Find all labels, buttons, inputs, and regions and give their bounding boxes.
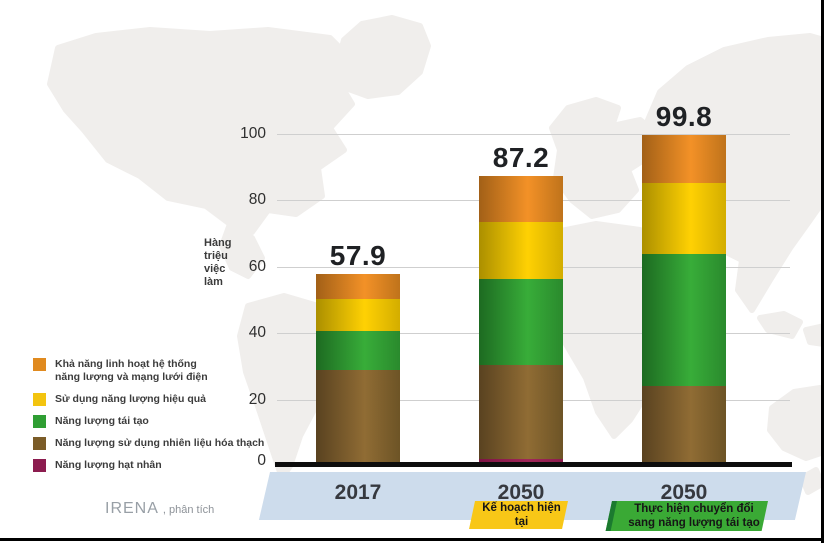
- bar-segment-flexibility: [316, 273, 400, 299]
- x-category-label-2: 2050: [660, 481, 708, 504]
- bar-segment-flexibility: [479, 176, 563, 222]
- legend-label-flexibility: Khả năng linh hoạt hệ thống năng lượng v…: [55, 358, 208, 383]
- x-category-label-1: 2050: [497, 481, 545, 504]
- map-central-america: [219, 221, 265, 279]
- legend-item: Năng lượng hạt nhân: [33, 459, 264, 472]
- stacked-bar-2017-0: [316, 273, 400, 466]
- legend-label-fossil: Năng lượng sử dụng nhiên liệu hóa thạch: [55, 437, 265, 449]
- bar-total-label: 57.9: [329, 239, 387, 271]
- bar-segment-fossil: [642, 385, 726, 466]
- source-credit: IRENA , phân tích: [105, 500, 214, 518]
- bar-total-label: 87.2: [492, 142, 550, 174]
- legend-label-renewables: Năng lượng tái tạo: [55, 415, 149, 427]
- source-credit-suffix: , phân tích: [162, 504, 215, 516]
- legend-item: Năng lượng sử dụng nhiên liệu hóa thạch: [33, 437, 264, 450]
- frame-border-right: [821, 0, 824, 543]
- scenario-badge-current-plans-label: Kế hoạch hiện tại: [482, 502, 561, 528]
- source-credit-irena: IRENA: [105, 500, 159, 517]
- legend-label-efficiency: Sử dụng năng lượng hiệu quả: [55, 393, 206, 405]
- gridline-100: [277, 134, 790, 135]
- y-tick-0: 0: [257, 452, 266, 469]
- map-indonesia-2: [803, 323, 824, 347]
- bar-segment-efficiency: [642, 182, 726, 254]
- y-tick-60: 60: [248, 257, 266, 275]
- legend-item: Năng lượng tái tạo: [33, 415, 264, 428]
- x-category-label-0: 2017: [334, 481, 382, 504]
- y-tick-20: 20: [248, 390, 266, 408]
- legend-swatch-efficiency: [33, 393, 46, 406]
- bar-segment-renewables: [479, 278, 563, 366]
- legend-swatch-flexibility: [33, 358, 46, 371]
- bar-segment-efficiency: [316, 298, 400, 331]
- legend-item: Sử dụng năng lượng hiệu quả: [33, 393, 264, 406]
- bar-segment-fossil: [479, 365, 563, 460]
- scenario-badge-energy-transition: Thực hiện chuyển đổi sang năng lượng tái…: [605, 501, 768, 531]
- legend-swatch-fossil: [33, 437, 46, 450]
- bar-segment-efficiency: [479, 221, 563, 279]
- map-north-america: [47, 27, 355, 235]
- bar-segment-renewables: [316, 330, 400, 371]
- legend-swatch-nuclear: [33, 459, 46, 472]
- map-greenland: [333, 15, 431, 99]
- stacked-bar-2050-1: [479, 176, 563, 466]
- y-tick-40: 40: [248, 324, 266, 342]
- y-axis-unit-label: Hàng triệu việc làm: [204, 237, 232, 288]
- map-indonesia: [757, 311, 803, 339]
- legend-item: Khả năng linh hoạt hệ thống năng lượng v…: [33, 358, 264, 384]
- legend-label-nuclear: Năng lượng hạt nhân: [55, 459, 162, 471]
- bar-segment-renewables: [642, 253, 726, 386]
- x-axis-baseline: [275, 462, 792, 467]
- bar-total-label: 99.8: [655, 100, 713, 132]
- map-australia: [767, 385, 824, 461]
- frame-border-bottom: [0, 538, 824, 541]
- bar-segment-flexibility: [642, 134, 726, 183]
- y-tick-100: 100: [240, 125, 266, 142]
- legend-swatch-renewables: [33, 415, 46, 428]
- scenario-badge-energy-transition-label: Thực hiện chuyển đổi sang năng lượng tái…: [628, 503, 760, 529]
- legend: Khả năng linh hoạt hệ thống năng lượng v…: [33, 358, 264, 472]
- bar-segment-fossil: [316, 370, 400, 466]
- stacked-bar-2050-2: [642, 134, 726, 466]
- y-tick-80: 80: [248, 191, 266, 209]
- scenario-badge-current-plans: Kế hoạch hiện tại: [469, 501, 568, 529]
